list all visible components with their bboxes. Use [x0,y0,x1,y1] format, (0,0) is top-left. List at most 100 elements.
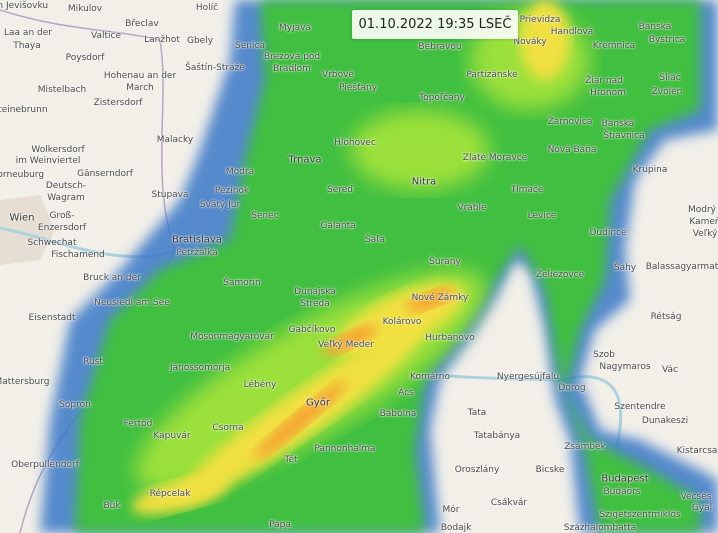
place-label: Zlaté Moravce [462,153,528,163]
place-label: Sliač [659,73,681,83]
place-label: Gyál [691,503,713,513]
place-label: Fertőd [123,419,153,429]
place-label: Bruck an der [83,273,141,283]
place-label: Žarnovica [547,117,593,127]
place-label: Enzersdorf [37,223,87,233]
place-label: Gänserndorf [77,169,133,179]
place-label: Százhalombatta [563,523,637,533]
place-label: Malacky [156,135,194,145]
place-label: Eisenstadt [28,313,76,323]
radar-echo-layer [40,0,718,533]
place-label: Komárno [410,372,450,382]
place-label: Hlohovec [334,138,376,148]
place-label: Bradlom [273,64,311,74]
place-label: Hohenau an der [103,71,177,81]
place-label: an Jevišovku [0,1,49,11]
place-label: Svätý Jur [199,200,241,210]
place-label: Mikulov [67,4,103,14]
place-label: Korneuburg [0,170,45,180]
place-label: Žiar nad [585,76,623,86]
place-label: Želiezovce [535,270,585,280]
place-label: Bebravou [418,42,462,52]
place-label: Répcelak [149,489,191,499]
place-label: Dorog [558,383,586,393]
place-label: Budaörs [603,487,641,497]
city-area-wien [0,195,55,265]
place-label: Bystrica [648,35,686,45]
place-label: Tét [284,455,298,465]
place-label: Holíč [195,3,219,13]
place-label: Modra [225,167,255,177]
place-label: Senica [235,41,265,51]
place-label: Bábolna [379,409,417,419]
place-label: Győr [306,397,330,409]
place-label: Šurany [429,257,461,267]
place-label: Mistelbach [37,85,87,95]
place-label: Mór [442,505,460,515]
place-label: Šaľa [364,235,386,245]
place-label: Krupina [632,165,668,175]
place-label: Dunajská [294,287,336,297]
place-label: Rust [83,357,103,367]
place-label: Zistersdorf [93,98,143,108]
place-label: Budapest [601,473,649,485]
place-label: Nitra [411,176,437,188]
place-label: Dunakeszi [641,416,689,426]
place-label: Vráble [457,203,487,213]
place-label: Šahy [613,263,637,273]
place-label: im Weinviertel [15,156,81,166]
place-label: Sereď [326,185,354,195]
place-label: Břeclav [125,19,159,29]
place-label: Hronom [590,88,626,98]
place-label: Szentendre [614,402,666,412]
place-label: Kapuvár [153,431,191,441]
place-label: Nová Baňa [547,145,597,155]
place-label: Veľký Meder [318,340,374,350]
place-label: Vecsés [680,492,712,502]
place-label: Partizánske [466,70,518,80]
place-label: Petržalka [176,248,218,258]
place-label: Bicske [535,465,565,475]
place-label: Oroszlány [454,465,500,475]
place-label: Bodajk [440,523,472,533]
place-label: Fischamend [51,250,105,260]
place-label: Kremnica [592,41,636,51]
place-label: Levice [527,211,557,221]
place-label: Rétság [650,312,682,322]
place-label: Bük [103,501,121,511]
place-label: Handlová [550,27,594,37]
timestamp-label: 01.10.2022 19:35 LSEČ [352,10,518,39]
place-label: Wien [9,212,35,224]
place-label: Gbely [186,36,214,46]
place-label: Brezová pod [263,52,321,62]
place-label: Wolkersdorf [31,145,85,155]
place-label: Szob [593,350,615,360]
place-label: Pezinok [214,186,250,196]
place-label: Oberpullendorf [11,460,79,470]
place-label: Csákvár [490,498,528,508]
place-label: Modrý [687,205,717,215]
place-label: Streda [300,299,330,309]
place-label: Veľký [692,229,718,239]
place-label: Mosonmagyaróvár [190,332,274,342]
place-label: Piešťany [338,83,378,93]
place-label: March [126,83,154,93]
place-label: Thaya [13,41,41,51]
place-label: Kameň [689,217,718,227]
place-label: Gabčíkovo [288,325,336,335]
place-label: Hurbanovo [425,333,475,343]
place-label: Galanta [320,221,356,231]
place-label: Wagram [47,193,85,203]
place-label: Myjava [279,23,311,33]
place-label: Poysdorf [65,53,105,63]
place-label: Mattersburg [0,377,50,387]
place-label: Pápa [269,520,291,530]
place-label: Lébény [243,380,277,390]
place-label: Bratislava [172,234,222,246]
place-label: Tlmače [510,185,544,195]
place-label: Banská [638,22,672,32]
place-label: Nagymaros [599,362,651,372]
place-label: Vrbové [322,70,354,80]
place-label: Schwechat [27,238,77,248]
